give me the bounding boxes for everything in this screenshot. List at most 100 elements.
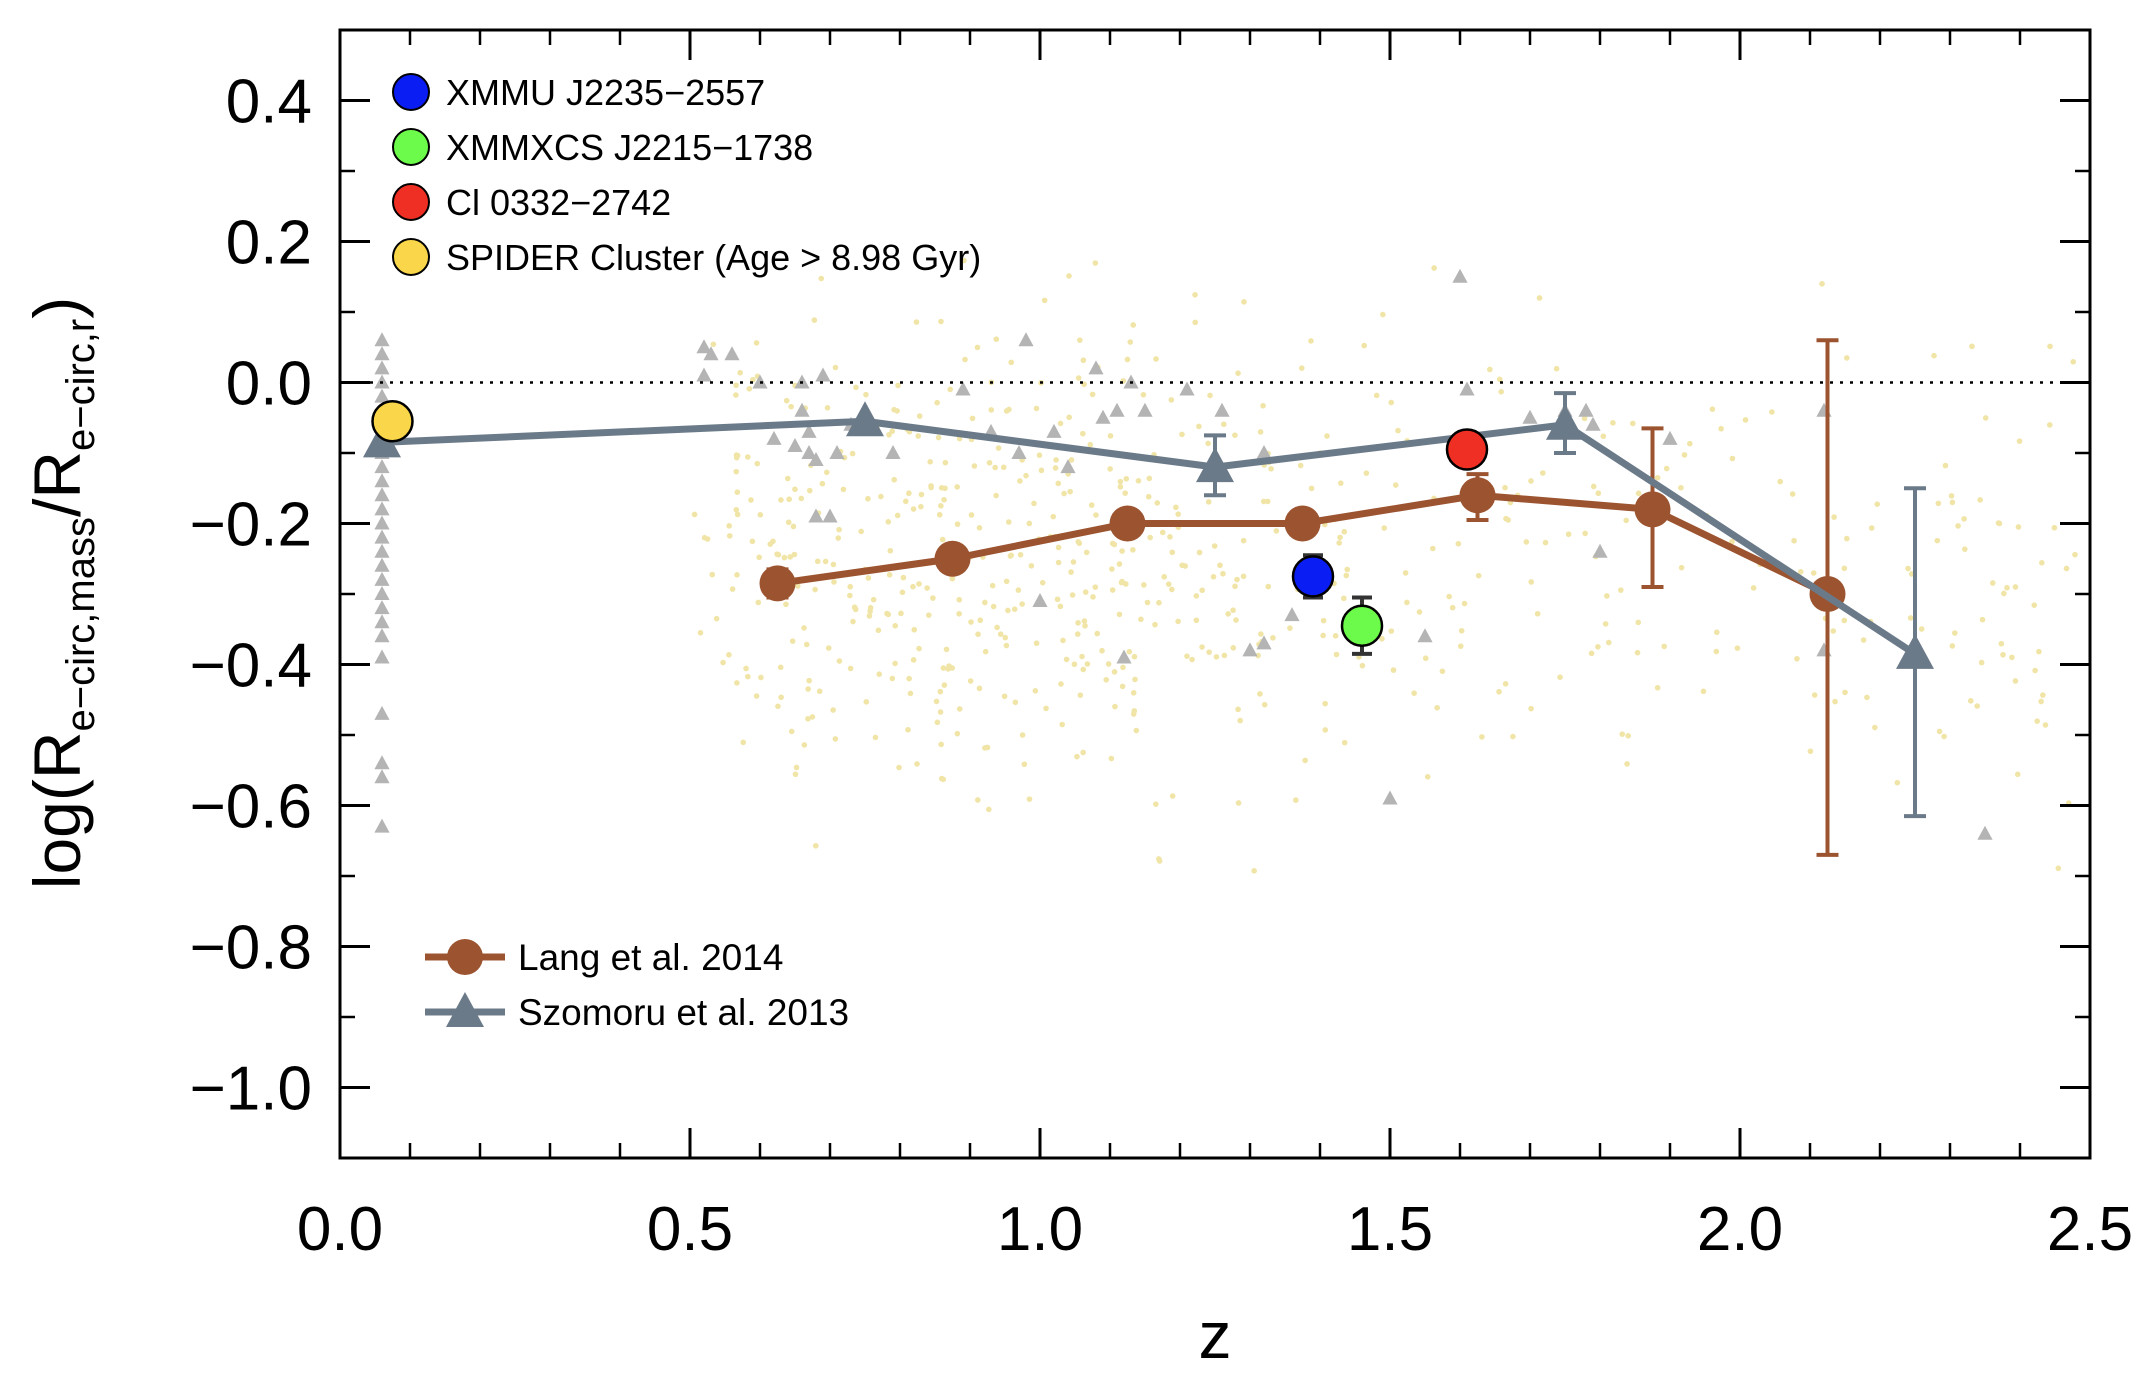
background-dot <box>734 572 740 578</box>
background-dot <box>1874 501 1881 507</box>
legend-label: SPIDER Cluster (Age > 8.98 Gyr) <box>446 237 981 278</box>
background-dot <box>870 596 877 603</box>
background-dot <box>954 484 961 490</box>
background-dot <box>894 512 901 519</box>
background-dot <box>1449 604 1456 611</box>
x-axis-title: z <box>1199 1298 1232 1372</box>
background-dot <box>1713 648 1720 655</box>
background-dot <box>1221 652 1228 659</box>
background-triangle <box>1459 381 1475 396</box>
y-axis-title-part: /R <box>20 451 94 517</box>
background-dot <box>1080 666 1087 673</box>
background-dot <box>2038 698 2044 705</box>
background-dot <box>1528 705 1534 712</box>
background-dot <box>1179 431 1185 438</box>
background-dot <box>1080 430 1086 437</box>
background-dot <box>1322 700 1328 707</box>
background-dot <box>1416 609 1423 615</box>
background-dot <box>1019 601 1025 607</box>
background-dot <box>865 495 871 502</box>
background-dot <box>949 665 956 671</box>
background-triangle <box>374 571 390 586</box>
background-dot <box>1264 498 1271 505</box>
background-dot <box>1080 357 1087 364</box>
background-dot <box>1380 311 1386 318</box>
background-triangle <box>374 459 390 474</box>
background-dot <box>832 736 839 742</box>
background-dot <box>976 525 983 531</box>
background-dot <box>792 771 799 778</box>
background-dot <box>775 551 782 558</box>
background-dot <box>1210 573 1217 580</box>
background-dot <box>1388 628 1395 634</box>
legend-clusters: XMMU J2235−2557 XMMXCS J2215−1738 Cl 0332−… <box>392 72 981 278</box>
background-triangle <box>1095 409 1111 424</box>
background-dot <box>1206 649 1212 655</box>
background-triangle <box>1137 402 1153 417</box>
background-dot <box>691 511 698 518</box>
background-dot <box>1184 653 1190 659</box>
background-dot <box>1075 375 1082 381</box>
background-dot <box>1146 475 1153 482</box>
background-dot <box>1373 392 1380 399</box>
background-dot <box>795 583 801 589</box>
background-triangle <box>696 367 712 382</box>
background-dot <box>1989 580 1996 586</box>
background-dot <box>1624 761 1630 767</box>
background-dot <box>1257 429 1264 435</box>
background-triangle <box>1977 825 1993 840</box>
background-dot <box>720 659 726 666</box>
background-dot <box>1118 579 1125 586</box>
background-dot <box>1068 569 1074 575</box>
background-dot <box>1528 579 1535 585</box>
background-dot <box>1502 484 1508 491</box>
background-dot <box>734 511 741 518</box>
background-triangle <box>1032 593 1048 608</box>
background-dot <box>811 317 818 323</box>
background-dot <box>1843 355 1850 361</box>
background-dot <box>927 459 933 465</box>
background-dot <box>1054 596 1061 603</box>
background-dot <box>1230 645 1237 651</box>
background-dot <box>809 714 816 720</box>
background-triangle <box>374 360 390 375</box>
background-dot <box>1131 653 1138 660</box>
x-tick-label: 1.0 <box>997 1195 1083 1264</box>
background-dot <box>778 694 784 701</box>
background-dot <box>892 660 898 667</box>
background-dot <box>1789 491 1796 497</box>
background-dot <box>1077 692 1084 698</box>
background-dot <box>1322 727 1329 733</box>
background-dot <box>933 698 940 705</box>
background-dot <box>1165 581 1172 587</box>
background-dot <box>1130 547 1136 553</box>
background-dot <box>942 459 949 466</box>
background-dot <box>753 340 760 346</box>
background-dot <box>1251 868 1257 874</box>
background-dot <box>1026 520 1033 527</box>
background-dot <box>1630 420 1636 427</box>
background-dot <box>784 475 791 482</box>
background-dot <box>967 678 974 684</box>
background-dot <box>1021 761 1028 768</box>
background-dot <box>1905 565 1911 572</box>
background-dot <box>790 523 797 530</box>
background-dot <box>1159 529 1166 536</box>
background-dot <box>1907 615 1914 621</box>
background-dot <box>1105 661 1112 667</box>
background-dot <box>986 806 992 813</box>
background-dot <box>956 610 962 617</box>
background-dot <box>975 631 981 638</box>
background-dot <box>1069 592 1076 598</box>
background-dot <box>1225 611 1231 617</box>
background-dot <box>1055 559 1062 566</box>
background-dot <box>1841 617 1848 624</box>
background-dot <box>1031 500 1037 507</box>
background-dot <box>853 384 859 391</box>
background-dot <box>822 558 829 565</box>
background-dot <box>939 536 946 543</box>
background-dot <box>1623 517 1630 524</box>
background-dot <box>1523 539 1530 545</box>
background-triangle <box>808 452 824 467</box>
y-tick-label: 0.4 <box>226 68 312 137</box>
